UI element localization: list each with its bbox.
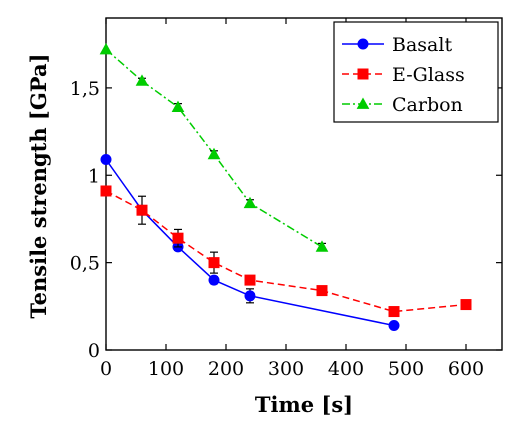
data-point	[135, 74, 149, 86]
data-point	[316, 285, 328, 297]
y-tick-label: 0,5	[70, 253, 100, 275]
x-tick-label: 0	[100, 358, 112, 380]
legend-marker	[357, 38, 369, 50]
legend: Basalt E-Glass Carbon	[333, 21, 499, 123]
legend-item: Carbon	[342, 94, 463, 116]
series-line	[105, 190, 467, 313]
legend-label: E-Glass	[392, 64, 465, 86]
series-e-glass	[100, 185, 472, 318]
y-tick-label: 1,5	[70, 78, 100, 100]
data-point	[243, 196, 257, 209]
data-point	[207, 147, 221, 160]
legend-label: Basalt	[392, 34, 452, 56]
y-tick-label: 0	[88, 340, 100, 362]
data-point	[460, 299, 472, 311]
data-point	[388, 320, 400, 332]
series-line	[105, 48, 323, 248]
x-tick-label: 400	[328, 358, 364, 380]
data-layer	[99, 42, 472, 332]
data-point	[99, 42, 113, 55]
x-tick-label: 500	[388, 358, 424, 380]
data-point	[315, 240, 329, 252]
data-point	[100, 154, 112, 166]
x-tick-label: 200	[208, 358, 244, 380]
data-point	[136, 204, 148, 216]
legend-label: Carbon	[392, 94, 463, 116]
legend-item: E-Glass	[342, 64, 465, 86]
data-point	[208, 274, 220, 286]
data-point	[100, 185, 112, 197]
legend-item: Basalt	[342, 34, 452, 56]
data-point	[388, 306, 400, 318]
x-tick-label: 100	[148, 358, 184, 380]
legend-marker	[356, 97, 370, 109]
y-tick-label: 1	[88, 165, 100, 187]
x-tick-label: 300	[268, 358, 304, 380]
series-line	[105, 159, 395, 327]
x-tick-label: 600	[448, 358, 484, 380]
axes-layer: 0 100 200 300 400 500 600 0 0,5 1 1,5	[70, 18, 502, 380]
data-point	[244, 290, 256, 302]
data-point	[172, 232, 184, 244]
data-point	[171, 100, 185, 113]
y-axis-title: Tensile strength [GPa]	[26, 53, 51, 318]
series-carbon	[99, 42, 329, 252]
legend-marker	[357, 68, 369, 80]
x-axis-title: Time [s]	[255, 392, 353, 417]
data-point	[244, 274, 256, 286]
data-point	[208, 257, 220, 269]
